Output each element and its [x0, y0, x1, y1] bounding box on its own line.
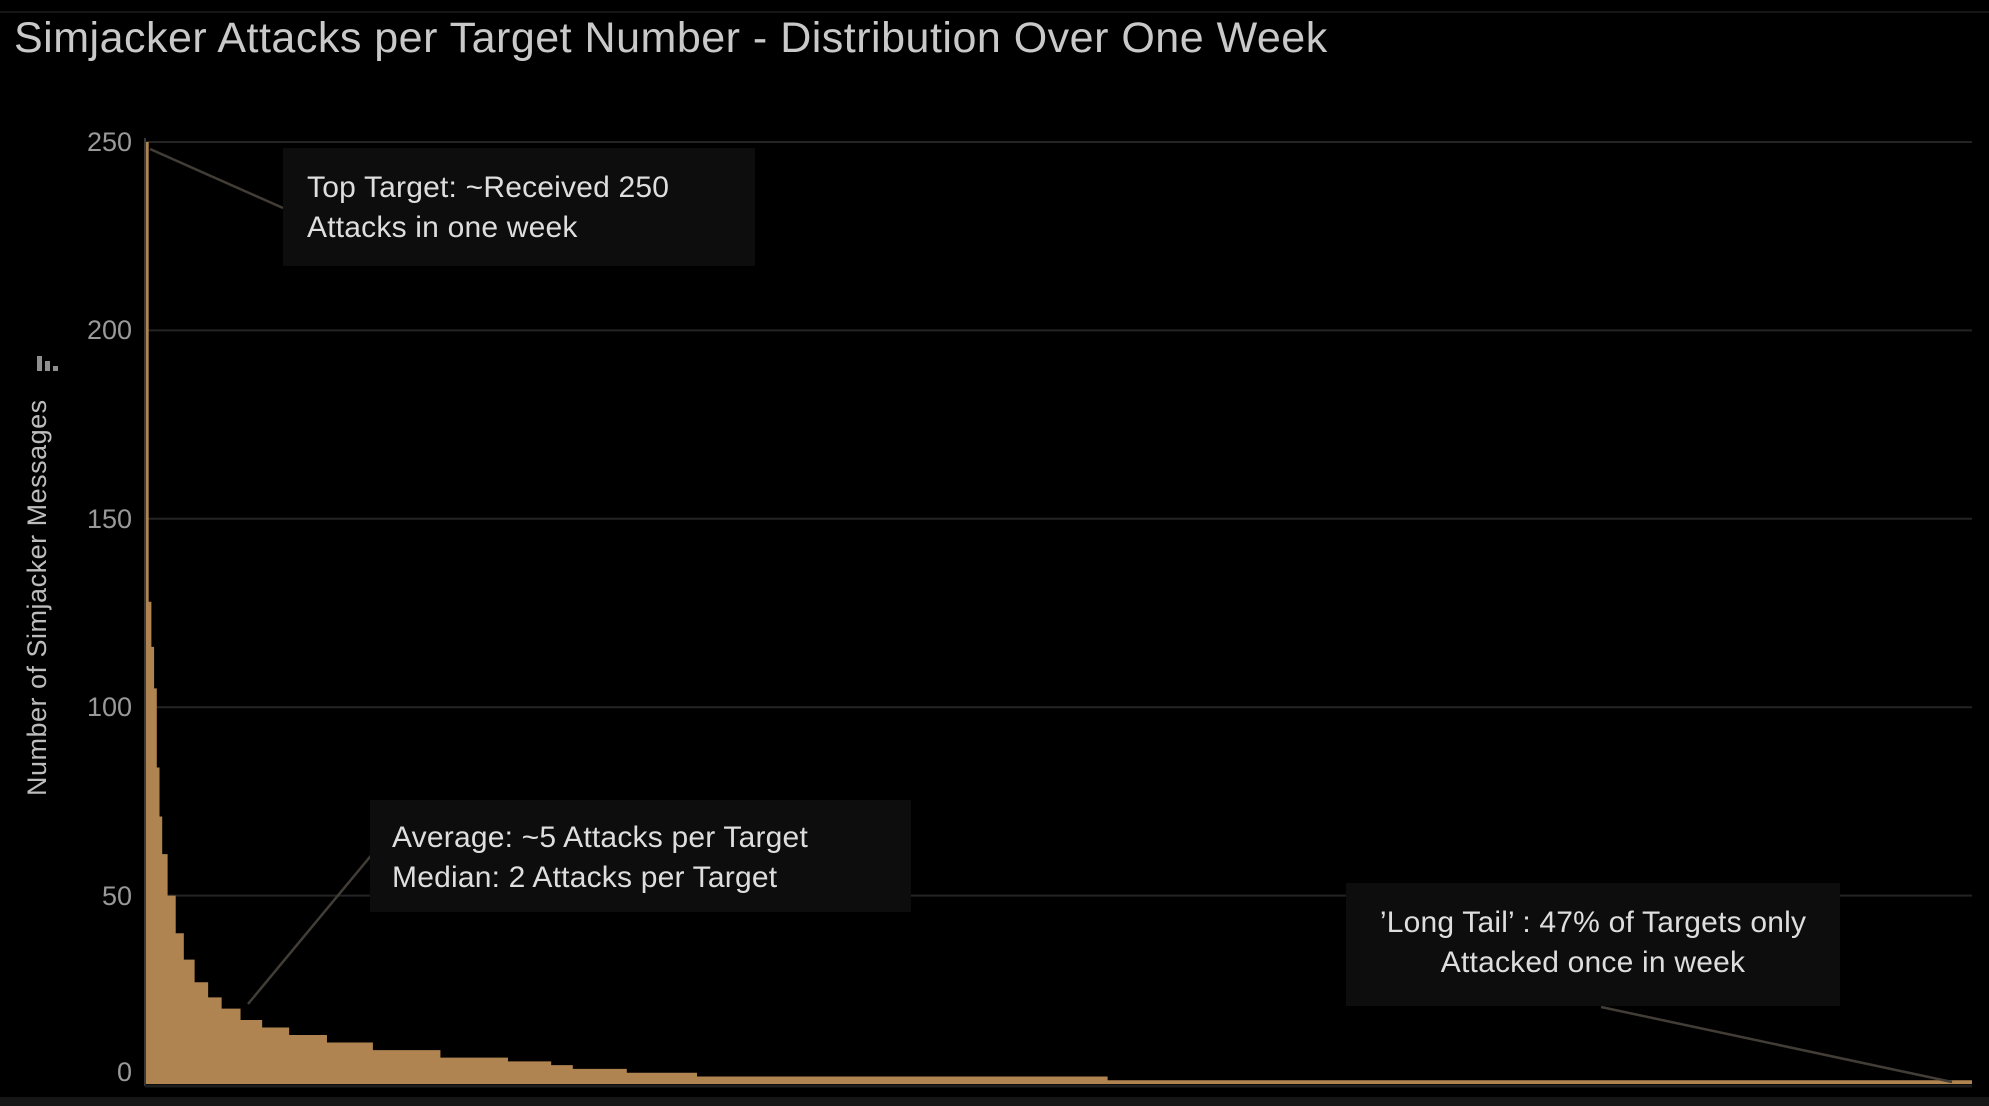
sort-icon[interactable]	[37, 347, 63, 371]
y-axis-title: Number of Simjacker Messages	[22, 399, 52, 797]
chart-title: Simjacker Attacks per Target Number - Di…	[14, 14, 1328, 62]
annotation-top-target: Top Target: ~Received 250 Attacks in one…	[283, 148, 755, 266]
annotation-line: Median: 2 Attacks per Target	[392, 861, 778, 894]
annotation-long-tail: ’Long Tail’ : 47% of Targets only Attack…	[1346, 883, 1840, 1006]
y-tick-label: 150	[86, 503, 132, 534]
annotation-leader-line	[247, 851, 375, 1005]
y-tick-label: 0	[116, 1057, 132, 1087]
bottom-edge-bar	[0, 1097, 1989, 1106]
sort-icon-bar	[45, 361, 50, 371]
annotation-leader-line	[1600, 1005, 1953, 1084]
y-tick-label: 200	[86, 315, 132, 346]
annotation-line: Top Target: ~Received 250	[307, 171, 670, 204]
y-tick-label: 250	[86, 127, 132, 157]
sort-icon-bar	[37, 356, 42, 371]
sort-icon-bar	[53, 366, 58, 371]
annotation-line: Attacked once in week	[1440, 946, 1746, 979]
annotation-line: ’Long Tail’ : 47% of Targets only	[1379, 906, 1807, 939]
annotation-line: Attacks in one week	[307, 211, 578, 244]
annotation-line: Average: ~5 Attacks per Target	[392, 821, 808, 854]
annotation-average-median: Average: ~5 Attacks per Target Median: 2…	[370, 800, 911, 912]
y-tick-label: 100	[86, 692, 132, 723]
top-edge-line	[0, 11, 1989, 13]
annotation-leader-line	[149, 147, 284, 210]
y-tick-label: 50	[101, 880, 132, 911]
